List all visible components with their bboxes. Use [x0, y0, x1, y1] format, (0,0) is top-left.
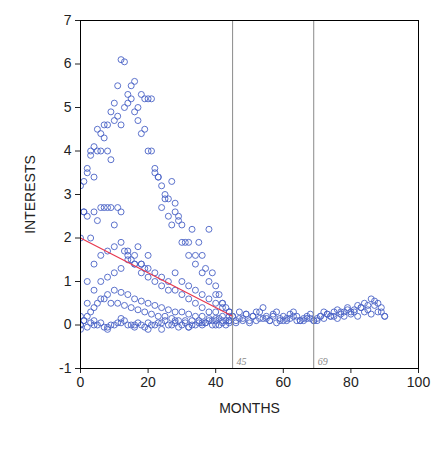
- svg-text:69: 69: [318, 356, 328, 367]
- svg-text:4: 4: [64, 142, 72, 158]
- svg-text:2: 2: [64, 229, 72, 245]
- svg-text:80: 80: [343, 374, 359, 390]
- svg-text:1: 1: [64, 273, 72, 289]
- svg-text:3: 3: [64, 186, 72, 202]
- svg-text:100: 100: [407, 374, 431, 390]
- svg-text:MONTHS: MONTHS: [219, 400, 280, 416]
- svg-text:INTERESTS: INTERESTS: [22, 155, 38, 234]
- svg-text:7: 7: [64, 12, 72, 28]
- svg-text:20: 20: [140, 374, 156, 390]
- svg-text:6: 6: [64, 55, 72, 71]
- svg-text:45: 45: [237, 356, 247, 367]
- svg-text:0: 0: [77, 374, 85, 390]
- svg-text:60: 60: [276, 374, 292, 390]
- svg-text:-1: -1: [59, 360, 72, 376]
- svg-text:5: 5: [64, 99, 72, 115]
- svg-text:0: 0: [64, 316, 72, 332]
- svg-text:40: 40: [208, 374, 224, 390]
